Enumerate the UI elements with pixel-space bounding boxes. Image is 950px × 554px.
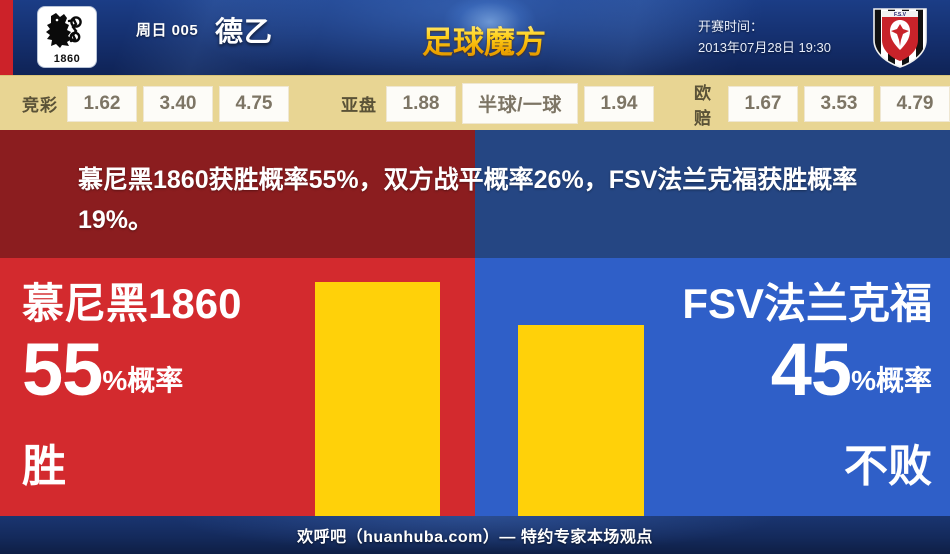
away-probability-suffix: %概率 (851, 365, 932, 396)
kickoff-value: 2013年07月28日 19:30 (698, 40, 831, 55)
crest-year-label: 1860 (53, 53, 81, 65)
league-name-label: 德乙 (215, 16, 274, 47)
header-red-accent-strip (0, 0, 13, 75)
odds-group-oupei: 欧赔 1.67 3.53 4.79 (694, 76, 950, 131)
home-probability-suffix: %概率 (102, 365, 184, 396)
odds-cell-handicap[interactable]: 半球/一球 (462, 83, 578, 124)
svg-text:F.S.V: F.S.V (894, 12, 907, 18)
away-probability-bar (518, 325, 644, 516)
away-probability-number: 45 (770, 328, 852, 411)
kickoff-time-block: 开赛时间： 2013年07月28日 19:30 (698, 16, 831, 58)
lion-icon (38, 9, 96, 51)
odds-cell-draw[interactable]: 3.40 (143, 85, 213, 122)
brand-name-label: 足球魔方 (418, 17, 550, 62)
footer-credit-text: 欢呼吧（huanhuba.com）— 特约专家本场观点 (297, 529, 653, 546)
home-probability-bar (315, 282, 440, 516)
home-probability-number: 55 (22, 328, 103, 411)
odds-group-label: 亚盘 (341, 96, 377, 115)
away-probability-value: 45 %概率 (770, 328, 932, 411)
away-outcome-label: 不败 (844, 442, 932, 491)
odds-cell-away[interactable]: 4.79 (880, 85, 950, 122)
odds-group-yapan: 亚盘 1.88 半球/一球 1.94 (341, 76, 654, 131)
home-outcome-label: 胜 (22, 442, 66, 491)
away-team-name: FSV法兰克福 (682, 280, 932, 327)
away-team-crest: F.S.V (868, 4, 932, 70)
kickoff-label: 开赛时间： (698, 19, 764, 34)
headline-summary-text: 慕尼黑1860获胜概率55%，双方战平概率26%，FSV法兰克福获胜概率19%。 (78, 166, 858, 234)
home-team-name: 慕尼黑1860 (22, 280, 242, 327)
brand-glow (444, 0, 536, 51)
odds-cell-away[interactable]: 1.94 (584, 85, 654, 122)
headline-right-backdrop (475, 130, 950, 258)
brand-logo: 足球魔方 (418, 0, 550, 64)
match-round-label: 周日 005 (136, 22, 199, 39)
odds-bar: 竞彩 1.62 3.40 4.75 亚盘 1.88 半球/一球 1.94 欧赔 … (0, 75, 950, 132)
header-bar: 1860 周日 005 德乙 足球魔方 开赛时间： 2013年07月28日 19… (0, 0, 950, 75)
odds-group-label: 欧赔 (694, 83, 712, 128)
odds-cell-draw[interactable]: 3.53 (804, 85, 874, 122)
odds-cell-home[interactable]: 1.88 (386, 85, 456, 122)
probability-panels: 慕尼黑1860 55 %概率 胜 FSV法兰克福 45 %概率 不败 (0, 258, 950, 516)
away-probability-panel: FSV法兰克福 45 %概率 不败 (475, 258, 950, 516)
home-probability-value: 55 %概率 (22, 328, 184, 411)
home-probability-panel: 慕尼黑1860 55 %概率 胜 (0, 258, 475, 516)
odds-group-jingcai: 竞彩 1.62 3.40 4.75 (22, 76, 289, 131)
odds-cell-home[interactable]: 1.62 (67, 85, 137, 122)
odds-cell-away[interactable]: 4.75 (219, 85, 289, 122)
odds-group-label: 竞彩 (22, 96, 58, 115)
footer-bar: 欢呼吧（huanhuba.com）— 特约专家本场观点 (0, 516, 950, 554)
odds-cell-home[interactable]: 1.67 (728, 85, 798, 122)
home-team-crest: 1860 (38, 7, 96, 67)
headline-band: 慕尼黑1860获胜概率55%，双方战平概率26%，FSV法兰克福获胜概率19%。 (0, 130, 950, 258)
headline-left-backdrop (0, 130, 475, 258)
